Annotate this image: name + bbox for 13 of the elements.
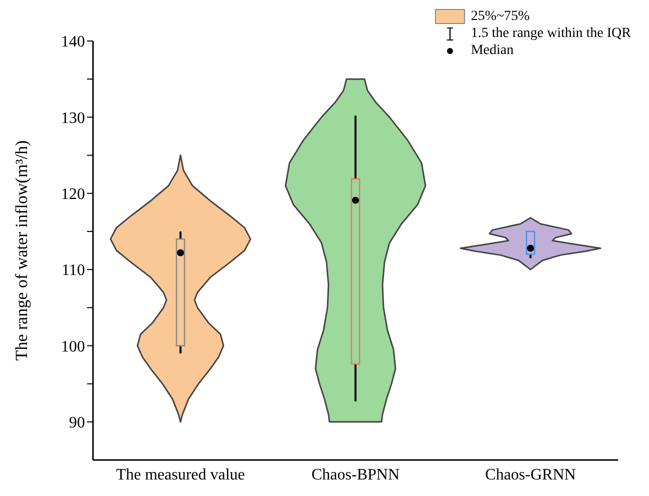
- y-tick-label: 110: [62, 262, 85, 280]
- y-tick-label: 90: [69, 414, 85, 432]
- y-axis-title: The range of water inflow(m³/h): [12, 140, 32, 361]
- x-tick-label: The measured value: [116, 466, 245, 484]
- y-tick-label: 130: [61, 110, 85, 127]
- annotation: Median: [470, 42, 514, 59]
- x-tick-label: Chaos-GRNN: [485, 466, 576, 484]
- y-tick-label: 100: [61, 338, 85, 356]
- text: 25%~75%: [470, 8, 530, 25]
- x-tick-label: Chaos-BPNN: [311, 466, 400, 484]
- y-tick-label: 140: [61, 34, 85, 51]
- y-tick-label: 120: [61, 186, 85, 204]
- annotation: 1.5 the range within the IQR: [470, 25, 631, 42]
